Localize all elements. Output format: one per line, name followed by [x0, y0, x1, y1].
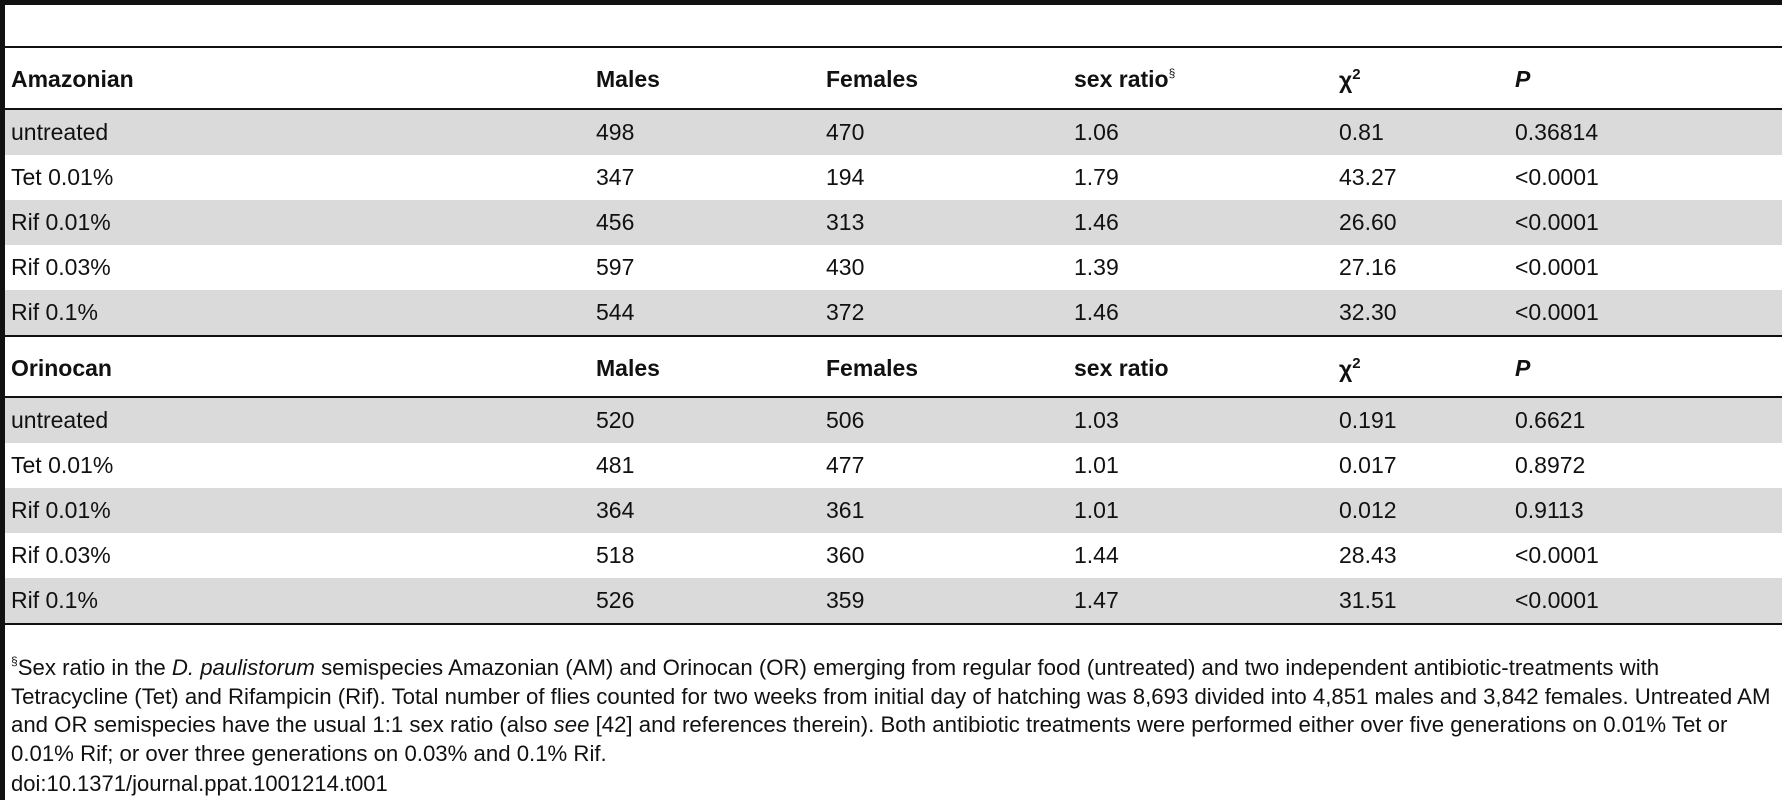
- section-rule: [5, 335, 1782, 337]
- males-count: 456: [596, 209, 635, 235]
- row-label: Rif 0.03%: [11, 542, 111, 568]
- p-value: <0.0001: [1515, 209, 1599, 235]
- sex-ratio-value: 1.03: [1074, 407, 1119, 433]
- males-count: 526: [596, 587, 635, 613]
- amazonian-header-row: Amazonian Males Females sex ratio§ χ2 P: [5, 47, 1782, 108]
- females-count: 372: [826, 299, 865, 325]
- sex-ratio-value: 1.44: [1074, 542, 1119, 568]
- p-value: <0.0001: [1515, 542, 1599, 568]
- row-label: Rif 0.01%: [11, 497, 111, 523]
- orinocan-title: Orinocan: [11, 355, 112, 381]
- females-count: 430: [826, 254, 865, 280]
- females-header: Females: [826, 355, 919, 381]
- males-count: 481: [596, 452, 635, 478]
- chi-square-value: 0.81: [1339, 119, 1384, 145]
- chi-square-value: 27.16: [1339, 254, 1397, 280]
- chi-square-header: χ2: [1339, 354, 1361, 382]
- chi-square-header: χ2: [1339, 65, 1361, 93]
- table-row: Rif 0.03% 597 430 1.39 27.16 <0.0001: [5, 245, 1782, 290]
- table-row: Rif 0.03% 518 360 1.44 28.43 <0.0001: [5, 533, 1782, 578]
- females-count: 359: [826, 587, 865, 613]
- table-row: Rif 0.01% 456 313 1.46 26.60 <0.0001: [5, 200, 1782, 245]
- chi-square-value: 26.60: [1339, 209, 1397, 235]
- table-row: Rif 0.01% 364 361 1.01 0.012 0.9113: [5, 488, 1782, 533]
- p-value: 0.8972: [1515, 452, 1586, 478]
- chi-square-value: 32.30: [1339, 299, 1397, 325]
- chi-square-value: 0.191: [1339, 407, 1397, 433]
- amazonian-title: Amazonian: [11, 66, 134, 92]
- row-label: Rif 0.01%: [11, 209, 111, 235]
- p-value-header: P: [1515, 355, 1531, 381]
- row-label: untreated: [11, 407, 109, 433]
- chi-square-value: 43.27: [1339, 164, 1397, 190]
- p-value: 0.9113: [1515, 497, 1584, 523]
- table-bottom-rule: [5, 623, 1782, 625]
- row-label: Rif 0.1%: [11, 587, 98, 613]
- sex-ratio-value: 1.46: [1074, 209, 1119, 235]
- row-label: untreated: [11, 119, 109, 145]
- males-count: 520: [596, 407, 635, 433]
- sex-ratio-value: 1.47: [1074, 587, 1119, 613]
- p-value-header: P: [1515, 66, 1531, 92]
- chi-square-value: 0.017: [1339, 452, 1397, 478]
- row-label: Rif 0.1%: [11, 299, 98, 325]
- females-count: 360: [826, 542, 865, 568]
- sex-ratio-header: sex ratio: [1074, 355, 1169, 381]
- sex-ratio-value: 1.46: [1074, 299, 1119, 325]
- p-value: 0.6621: [1515, 407, 1586, 433]
- females-count: 506: [826, 407, 865, 433]
- females-count: 477: [826, 452, 865, 478]
- sex-ratio-footnote-mark: §: [1168, 66, 1176, 80]
- orinocan-header-row: Orinocan Males Females sex ratio χ2 P: [5, 337, 1782, 396]
- table-row: Tet 0.01% 347 194 1.79 43.27 <0.0001: [5, 155, 1782, 200]
- table-row: untreated 498 470 1.06 0.81 0.36814: [5, 110, 1782, 155]
- table-top-rule: [5, 46, 1782, 48]
- females-count: 361: [826, 497, 865, 523]
- table-row: Tet 0.01% 481 477 1.01 0.017 0.8972: [5, 443, 1782, 488]
- top-border: [0, 0, 1782, 5]
- females-header: Females: [826, 66, 919, 92]
- males-count: 498: [596, 119, 635, 145]
- males-count: 544: [596, 299, 635, 325]
- males-count: 364: [596, 497, 635, 523]
- left-border: [0, 0, 5, 800]
- row-label: Tet 0.01%: [11, 452, 114, 478]
- chi-square-value: 0.012: [1339, 497, 1397, 523]
- table-row: Rif 0.1% 526 359 1.47 31.51 <0.0001: [5, 578, 1782, 623]
- table-row: untreated 520 506 1.03 0.191 0.6621: [5, 398, 1782, 443]
- females-count: 194: [826, 164, 865, 190]
- header-rule: [5, 108, 1782, 110]
- males-header: Males: [596, 355, 660, 381]
- males-count: 347: [596, 164, 635, 190]
- males-count: 518: [596, 542, 635, 568]
- sex-ratio-table: Amazonian Males Females sex ratio§ χ2 P …: [5, 47, 1782, 625]
- females-count: 313: [826, 209, 865, 235]
- sex-ratio-value: 1.06: [1074, 119, 1119, 145]
- males-count: 597: [596, 254, 635, 280]
- sex-ratio-header: sex ratio§: [1074, 66, 1176, 92]
- table-row: Rif 0.1% 544 372 1.46 32.30 <0.0001: [5, 290, 1782, 335]
- row-label: Tet 0.01%: [11, 164, 114, 190]
- doi-text: doi:10.1371/journal.ppat.1001214.t001: [11, 771, 388, 796]
- p-value: <0.0001: [1515, 164, 1599, 190]
- females-count: 470: [826, 119, 865, 145]
- chi-square-value: 31.51: [1339, 587, 1397, 613]
- p-value: <0.0001: [1515, 299, 1599, 325]
- sex-ratio-value: 1.01: [1074, 452, 1119, 478]
- sex-ratio-value: 1.39: [1074, 254, 1119, 280]
- header-rule: [5, 396, 1782, 398]
- p-value: <0.0001: [1515, 254, 1599, 280]
- p-value: <0.0001: [1515, 587, 1599, 613]
- amazonian-body: untreated 498 470 1.06 0.81 0.36814 Tet 0.01% 3…: [5, 110, 1782, 335]
- sex-ratio-value: 1.01: [1074, 497, 1119, 523]
- table-footnote: §Sex ratio in the D. paulistorum semispe…: [11, 654, 1771, 766]
- row-label: Rif 0.03%: [11, 254, 111, 280]
- p-value: 0.36814: [1515, 119, 1599, 145]
- males-header: Males: [596, 66, 660, 92]
- chi-square-value: 28.43: [1339, 542, 1397, 568]
- sex-ratio-value: 1.79: [1074, 164, 1119, 190]
- orinocan-body: untreated 520 506 1.03 0.191 0.6621 Tet 0.01% 4…: [5, 398, 1782, 623]
- species-name: D. paulistorum: [171, 655, 315, 680]
